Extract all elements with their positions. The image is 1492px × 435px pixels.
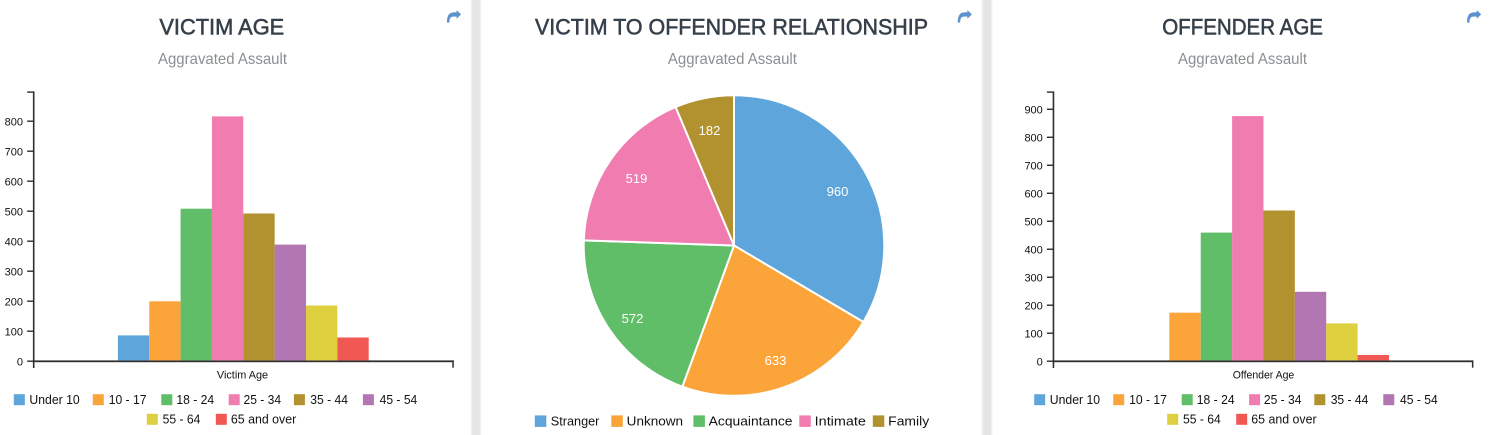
svg-text:500: 500 [1024,216,1042,228]
svg-text:OFFENDER AGE: OFFENDER AGE [1162,15,1323,40]
svg-text:VICTIM TO OFFENDER RELATIONSHI: VICTIM TO OFFENDER RELATIONSHIP [535,15,928,40]
svg-text:18 - 24: 18 - 24 [176,392,214,407]
svg-text:960: 960 [827,184,849,199]
svg-text:182: 182 [699,123,721,138]
svg-text:55 - 64: 55 - 64 [1183,412,1221,427]
svg-text:Victim Age: Victim Age [217,370,268,382]
svg-text:45 - 54: 45 - 54 [1400,392,1438,407]
svg-text:Intimate: Intimate [815,414,866,429]
svg-text:Family: Family [888,414,930,429]
svg-text:200: 200 [1024,300,1042,312]
svg-text:500: 500 [5,206,23,218]
svg-text:Aggravated Assault: Aggravated Assault [158,51,288,68]
svg-text:600: 600 [1024,188,1042,200]
svg-text:800: 800 [5,116,23,128]
svg-text:Offender Age: Offender Age [1233,370,1295,382]
svg-text:0: 0 [1037,356,1043,368]
svg-text:25 - 34: 25 - 34 [1264,392,1302,407]
svg-text:572: 572 [622,311,644,326]
svg-text:65 and over: 65 and over [231,412,297,427]
svg-text:Aggravated Assault: Aggravated Assault [668,51,798,68]
svg-text:700: 700 [5,146,23,158]
svg-text:519: 519 [626,171,648,186]
svg-text:400: 400 [1024,244,1042,256]
svg-text:633: 633 [765,353,787,368]
svg-text:Acquaintance: Acquaintance [709,414,793,429]
svg-text:100: 100 [5,326,23,338]
svg-text:45 - 54: 45 - 54 [380,392,418,407]
svg-text:800: 800 [1024,132,1042,144]
svg-text:Aggravated Assault: Aggravated Assault [1178,51,1308,68]
svg-text:200: 200 [5,296,23,308]
svg-text:Under 10: Under 10 [29,392,79,407]
svg-text:400: 400 [5,236,23,248]
svg-text:Under 10: Under 10 [1050,392,1100,407]
svg-text:10 - 17: 10 - 17 [1129,392,1167,407]
svg-text:100: 100 [1024,328,1042,340]
svg-text:VICTIM AGE: VICTIM AGE [159,15,284,40]
svg-text:Stranger: Stranger [551,414,600,429]
svg-text:18 - 24: 18 - 24 [1197,392,1235,407]
svg-text:10 - 17: 10 - 17 [109,392,147,407]
svg-text:25 - 34: 25 - 34 [244,392,282,407]
svg-text:35 - 44: 35 - 44 [310,392,348,407]
svg-text:600: 600 [5,176,23,188]
svg-text:300: 300 [5,266,23,278]
svg-text:0: 0 [17,356,23,368]
svg-text:55 - 64: 55 - 64 [163,412,201,427]
svg-text:Unknown: Unknown [627,414,683,429]
svg-text:65 and over: 65 and over [1251,412,1317,427]
svg-text:900: 900 [1024,104,1042,116]
svg-text:35 - 44: 35 - 44 [1331,392,1369,407]
svg-text:700: 700 [1024,160,1042,172]
svg-text:300: 300 [1024,272,1042,284]
